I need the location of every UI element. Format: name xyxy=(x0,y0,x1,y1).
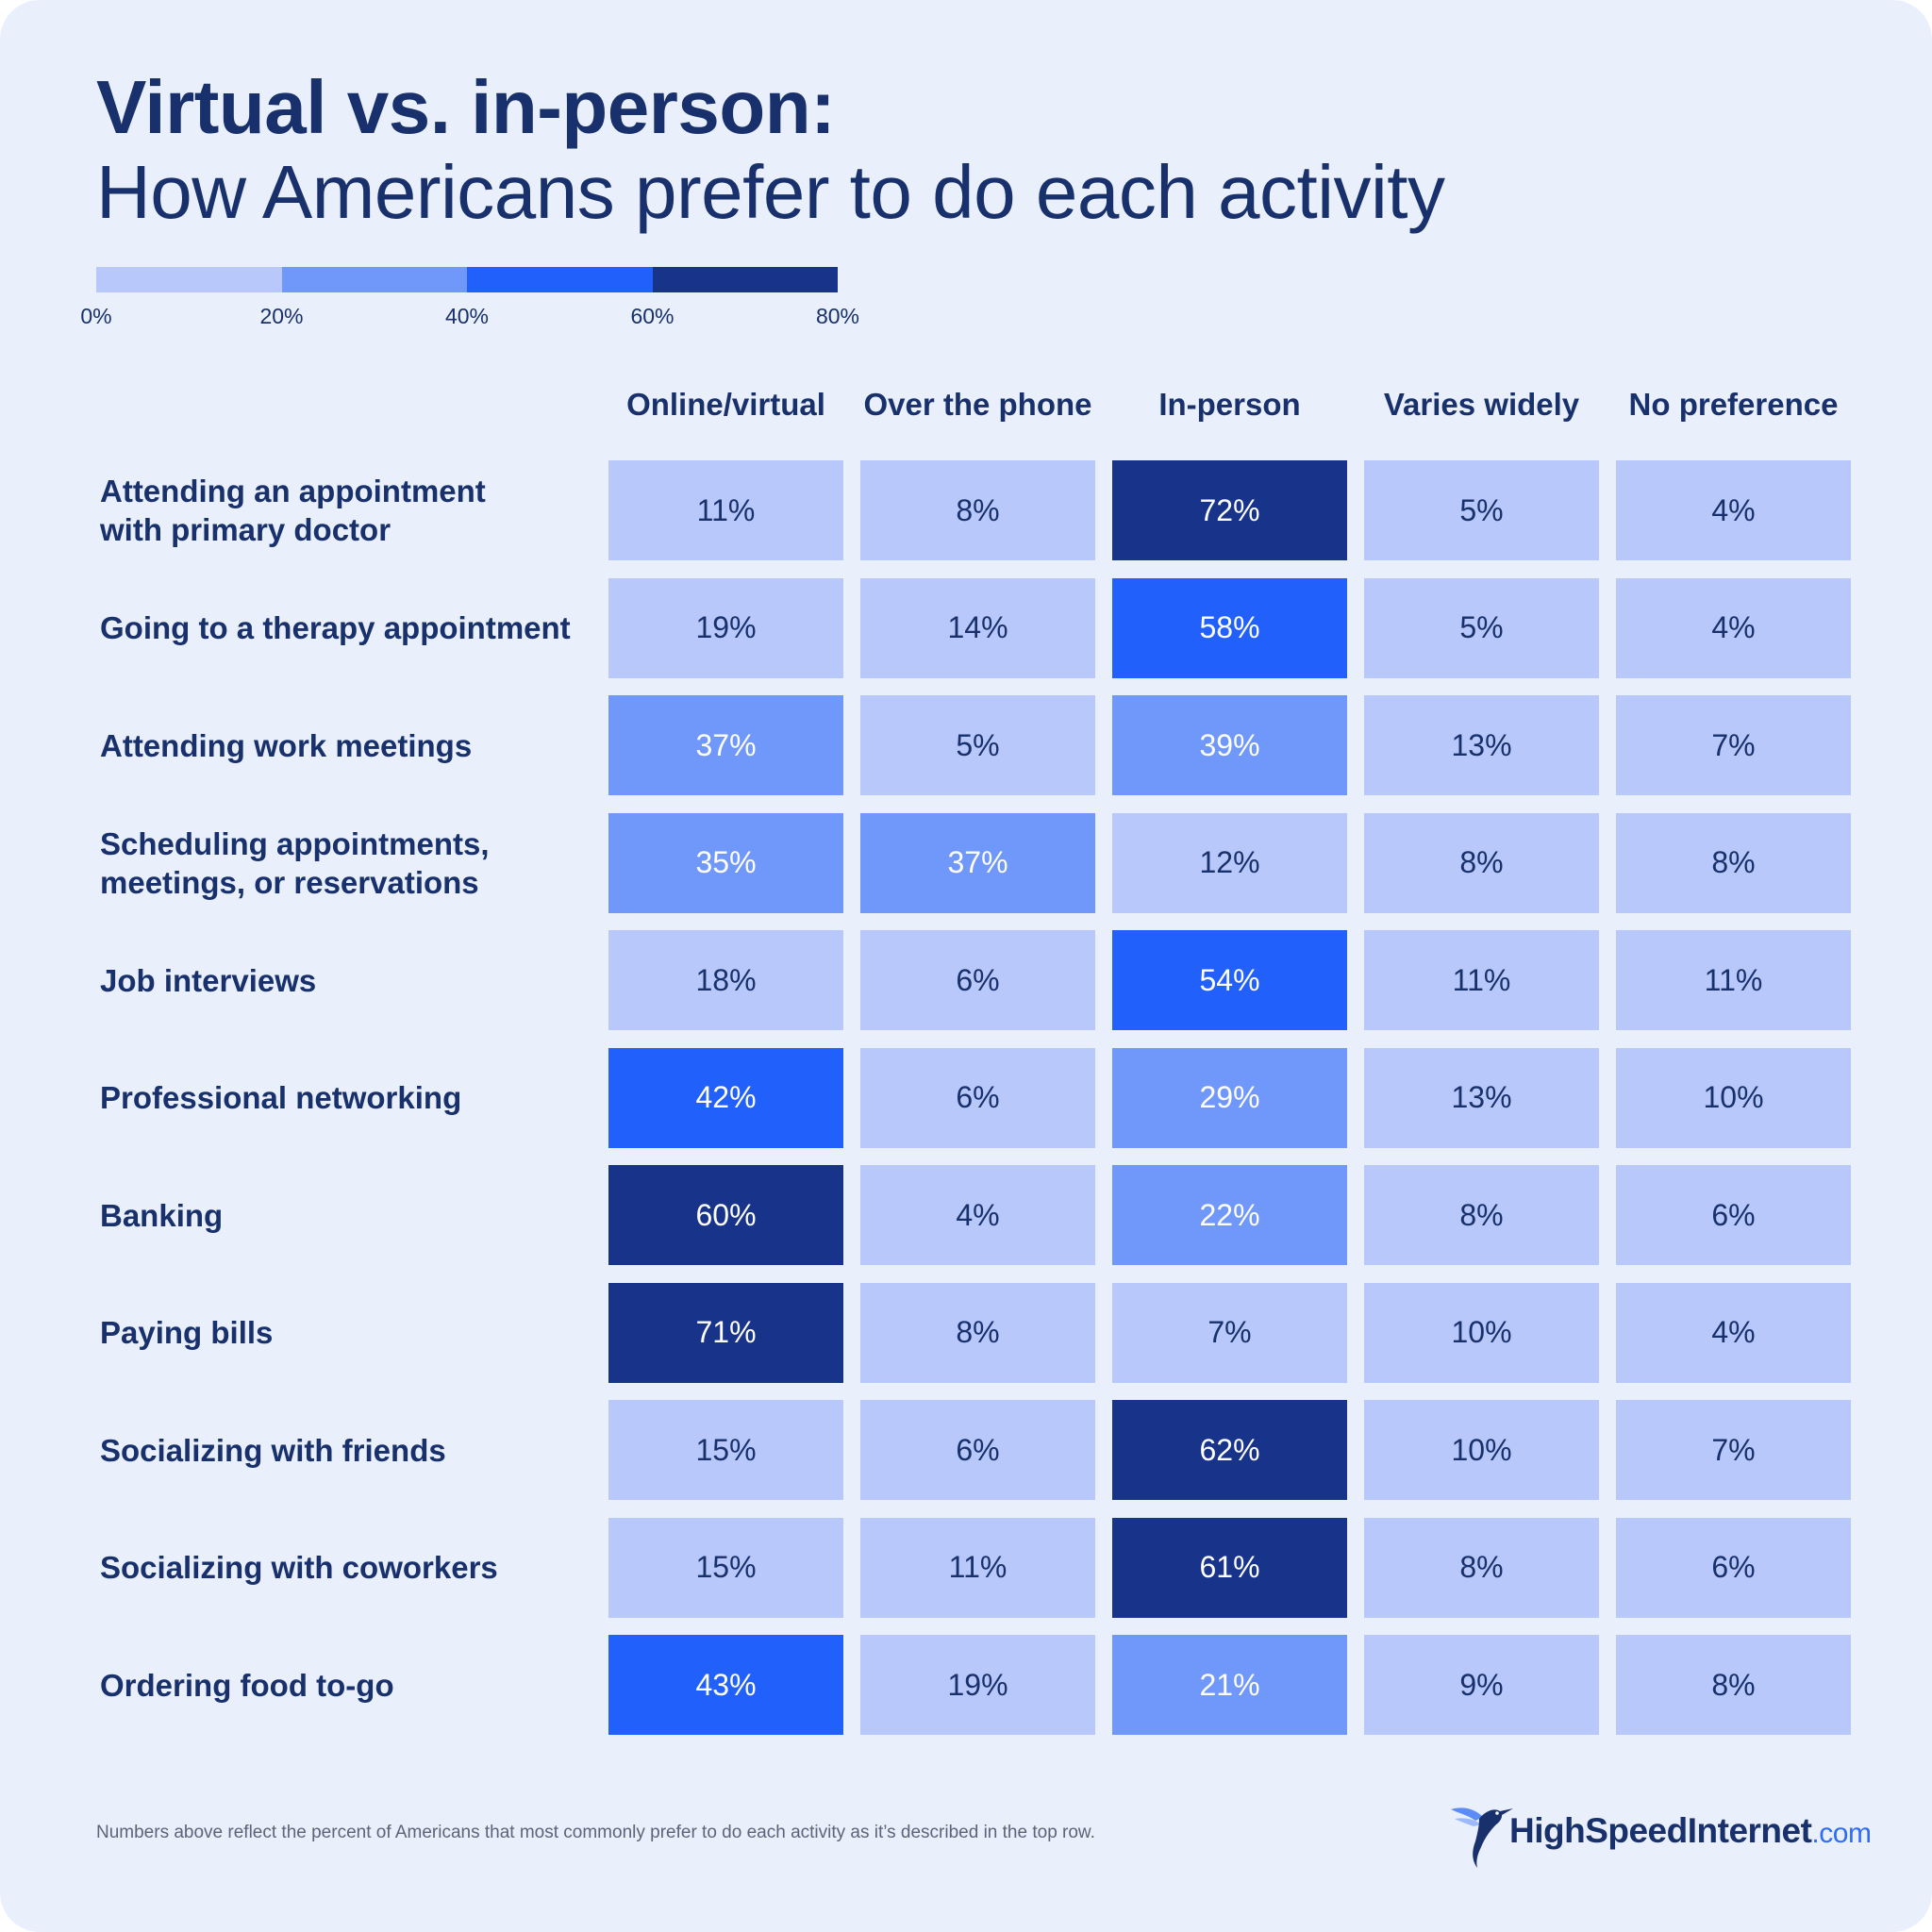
legend-segment xyxy=(96,267,282,292)
heatmap-cell: 71% xyxy=(608,1282,843,1383)
heatmap-cell: 62% xyxy=(1112,1400,1347,1500)
heatmap-cell: 12% xyxy=(1112,812,1347,913)
heatmap-cell: 6% xyxy=(860,1047,1095,1148)
legend-tick-label: 60% xyxy=(630,304,675,328)
heatmap-cell: 11% xyxy=(1364,930,1599,1030)
heatmap-cell: 35% xyxy=(608,812,843,913)
heatmap-cell: 54% xyxy=(1112,930,1347,1030)
heatmap-cell: 39% xyxy=(1112,695,1347,795)
subtitle: How Americans prefer to do each activity xyxy=(96,150,1445,234)
column-header: Over the phone xyxy=(863,387,1092,422)
heatmap-cell: 5% xyxy=(1364,460,1599,560)
heatmap-cell: 11% xyxy=(608,460,843,560)
heatmap-cell: 13% xyxy=(1364,695,1599,795)
heatmap-cell: 7% xyxy=(1112,1282,1347,1383)
heatmap-cell: 8% xyxy=(860,460,1095,560)
heatmap-cell: 6% xyxy=(1616,1517,1851,1618)
color-scale-legend xyxy=(96,267,838,292)
heatmap-cell: 6% xyxy=(1616,1165,1851,1265)
heatmap-cell: 8% xyxy=(860,1282,1095,1383)
heatmap-cell: 9% xyxy=(1364,1635,1599,1735)
column-header: Varies widely xyxy=(1383,387,1580,422)
heatmap-cell: 61% xyxy=(1112,1517,1347,1618)
row-label: Ordering food to-go xyxy=(100,1667,394,1703)
row-label: Socializing with coworkers xyxy=(100,1550,498,1585)
footnote: Numbers above reflect the percent of Ame… xyxy=(96,1823,1095,1842)
heatmap-cell: 10% xyxy=(1364,1282,1599,1383)
row-label: Attending an appointment with primary doc… xyxy=(100,474,486,547)
logo-text: HighSpeedInternet.com xyxy=(1509,1811,1872,1851)
row-label: Job interviews xyxy=(100,962,317,998)
legend-tick-label: 20% xyxy=(259,304,304,328)
row-label: Banking xyxy=(100,1197,224,1233)
heatmap-cell: 6% xyxy=(860,930,1095,1030)
legend-tick-label: 80% xyxy=(815,304,860,328)
heatmap-cell: 10% xyxy=(1364,1400,1599,1500)
heatmap-cell: 8% xyxy=(1616,812,1851,913)
heatmap-cell: 29% xyxy=(1112,1047,1347,1148)
row-label: Paying bills xyxy=(100,1315,274,1350)
row-label: Going to a therapy appointment xyxy=(100,610,571,645)
logo-name: HighSpeedInternet xyxy=(1509,1811,1812,1850)
title: Virtual vs. in-person: xyxy=(96,65,836,149)
heatmap-cell: 58% xyxy=(1112,577,1347,678)
hummingbird-icon xyxy=(1451,1807,1513,1868)
heatmap-cell: 7% xyxy=(1616,695,1851,795)
logo-tld: .com xyxy=(1811,1818,1872,1849)
heatmap-cell: 8% xyxy=(1364,1165,1599,1265)
brand-logo: HighSpeedInternet.com xyxy=(1447,1794,1872,1870)
heatmap-cell: 22% xyxy=(1112,1165,1347,1265)
column-header: Online/virtual xyxy=(626,387,825,422)
heatmap-cell: 4% xyxy=(1616,1282,1851,1383)
row-label: Scheduling appointments, meetings, or res… xyxy=(100,825,490,900)
heatmap-cell: 6% xyxy=(860,1400,1095,1500)
heatmap-cell: 5% xyxy=(860,695,1095,795)
heatmap-cell: 18% xyxy=(608,930,843,1030)
heatmap-cell: 11% xyxy=(860,1517,1095,1618)
heatmap-cell: 4% xyxy=(1616,460,1851,560)
heatmap-cell: 8% xyxy=(1616,1635,1851,1735)
heatmap-cell: 15% xyxy=(608,1400,843,1500)
heatmap-cell: 60% xyxy=(608,1165,843,1265)
heatmap-cell: 8% xyxy=(1364,812,1599,913)
heatmap-cell: 4% xyxy=(1616,577,1851,678)
heatmap-cell: 43% xyxy=(608,1635,843,1735)
heatmap-cell: 5% xyxy=(1364,577,1599,678)
heatmap-cell: 4% xyxy=(860,1165,1095,1265)
heatmap-cell: 42% xyxy=(608,1047,843,1148)
legend-tick-label: 40% xyxy=(444,304,490,328)
heatmap-cell: 10% xyxy=(1616,1047,1851,1148)
heatmap-cell: 37% xyxy=(608,695,843,795)
row-label: Socializing with friends xyxy=(100,1432,446,1468)
heatmap-cell: 21% xyxy=(1112,1635,1347,1735)
column-header: No preference xyxy=(1628,387,1839,422)
heatmap-cell: 14% xyxy=(860,577,1095,678)
heatmap-cell: 19% xyxy=(608,577,843,678)
column-header: In-person xyxy=(1158,387,1301,422)
legend-segment xyxy=(467,267,653,292)
legend-segment xyxy=(281,267,467,292)
row-label: Professional networking xyxy=(100,1080,462,1115)
heatmap-cell: 7% xyxy=(1616,1400,1851,1500)
heatmap-cell: 13% xyxy=(1364,1047,1599,1148)
legend-segment xyxy=(652,267,838,292)
row-label: Attending work meetings xyxy=(100,727,473,763)
legend-tick-label: 0% xyxy=(80,304,112,328)
heatmap-cell: 19% xyxy=(860,1635,1095,1735)
heatmap-cell: 11% xyxy=(1616,930,1851,1030)
heatmap-cell: 37% xyxy=(860,812,1095,913)
heatmap-cell: 72% xyxy=(1112,460,1347,560)
heatmap-cell: 8% xyxy=(1364,1517,1599,1618)
heatmap-cell: 15% xyxy=(608,1517,843,1618)
